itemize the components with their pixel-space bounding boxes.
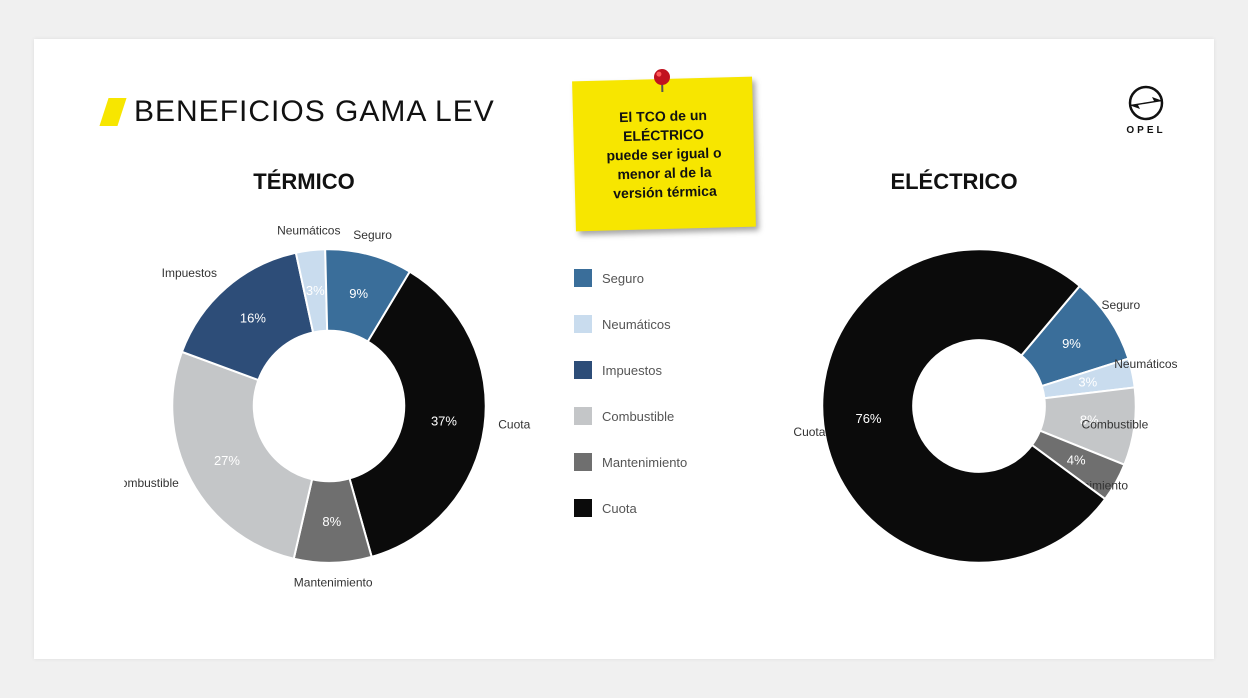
slice-label: Impuestos [162,266,217,280]
slice-label: Cuota [498,418,530,432]
legend-item: Neumáticos [574,315,734,333]
slice-pct: 37% [431,413,457,428]
slice-label: Seguro [1102,298,1141,312]
slice-label: Neumáticos [277,223,340,237]
donut-hole [255,332,403,480]
donut-termico: 37% Cuota 8% Mantenimiento 27% Combustible 16%… [124,201,534,611]
slice-pct: 3% [306,283,325,298]
slice-pct: 3% [1078,374,1097,389]
opel-logo-icon [1126,83,1166,123]
sticky-note: El TCO de unELÉCTRICOpuede ser igual ome… [572,77,756,232]
slice-pct: 9% [349,286,368,301]
legend-swatch [574,453,592,471]
slice-pct: 76% [855,411,881,426]
slice-label: Neumáticos [1114,357,1177,371]
legend-label: Cuota [602,501,637,516]
slide: BENEFICIOS GAMA LEV OPEL El TCO de unELÉ… [34,39,1214,659]
sticky-text: El TCO de unELÉCTRICOpuede ser igual ome… [587,105,741,203]
legend-label: Neumáticos [602,317,671,332]
legend-label: Impuestos [602,363,662,378]
slice-label: Seguro [353,228,392,242]
slide-title-row: BENEFICIOS GAMA LEV [104,95,495,129]
donut-hole [914,341,1044,471]
legend-item: Cuota [574,499,734,517]
slice-pct: 27% [214,453,240,468]
legend-label: Mantenimiento [602,455,687,470]
legend-swatch [574,407,592,425]
legend: Seguro Neumáticos Impuestos Combustible … [574,269,734,545]
legend-item: Seguro [574,269,734,287]
legend-label: Seguro [602,271,644,286]
slide-title: BENEFICIOS GAMA LEV [134,95,495,129]
slice-label: Mantenimiento [294,576,373,590]
chart-title-electrico: ELÉCTRICO [774,169,1134,195]
slice-label: Combustible [124,476,179,490]
legend-swatch [574,499,592,517]
legend-item: Combustible [574,407,734,425]
legend-swatch [574,361,592,379]
slice-label: Combustible [1082,418,1149,432]
brand-logo: OPEL [1126,83,1166,136]
title-accent [99,98,126,126]
slice-pct: 9% [1062,336,1081,351]
legend-swatch [574,269,592,287]
slice-pct: 4% [1067,452,1086,467]
chart-title-termico: TÉRMICO [124,169,484,195]
slice-label: Cuota [793,425,825,439]
slice-pct: 8% [322,514,341,529]
legend-swatch [574,315,592,333]
brand-label: OPEL [1126,125,1166,136]
pin-icon [650,67,675,94]
donut-electrico: 9%Seguro3%Neumáticos8%Combustible4%Mante… [774,201,1184,611]
chart-termico: TÉRMICO 37%Cuota8%Mantenimiento27%Combus… [124,169,484,611]
legend-item: Mantenimiento [574,453,734,471]
slice-pct: 16% [240,310,266,325]
chart-electrico: ELÉCTRICO 9%Seguro3%Neumáticos8%Combusti… [774,169,1134,611]
legend-item: Impuestos [574,361,734,379]
legend-label: Combustible [602,409,674,424]
